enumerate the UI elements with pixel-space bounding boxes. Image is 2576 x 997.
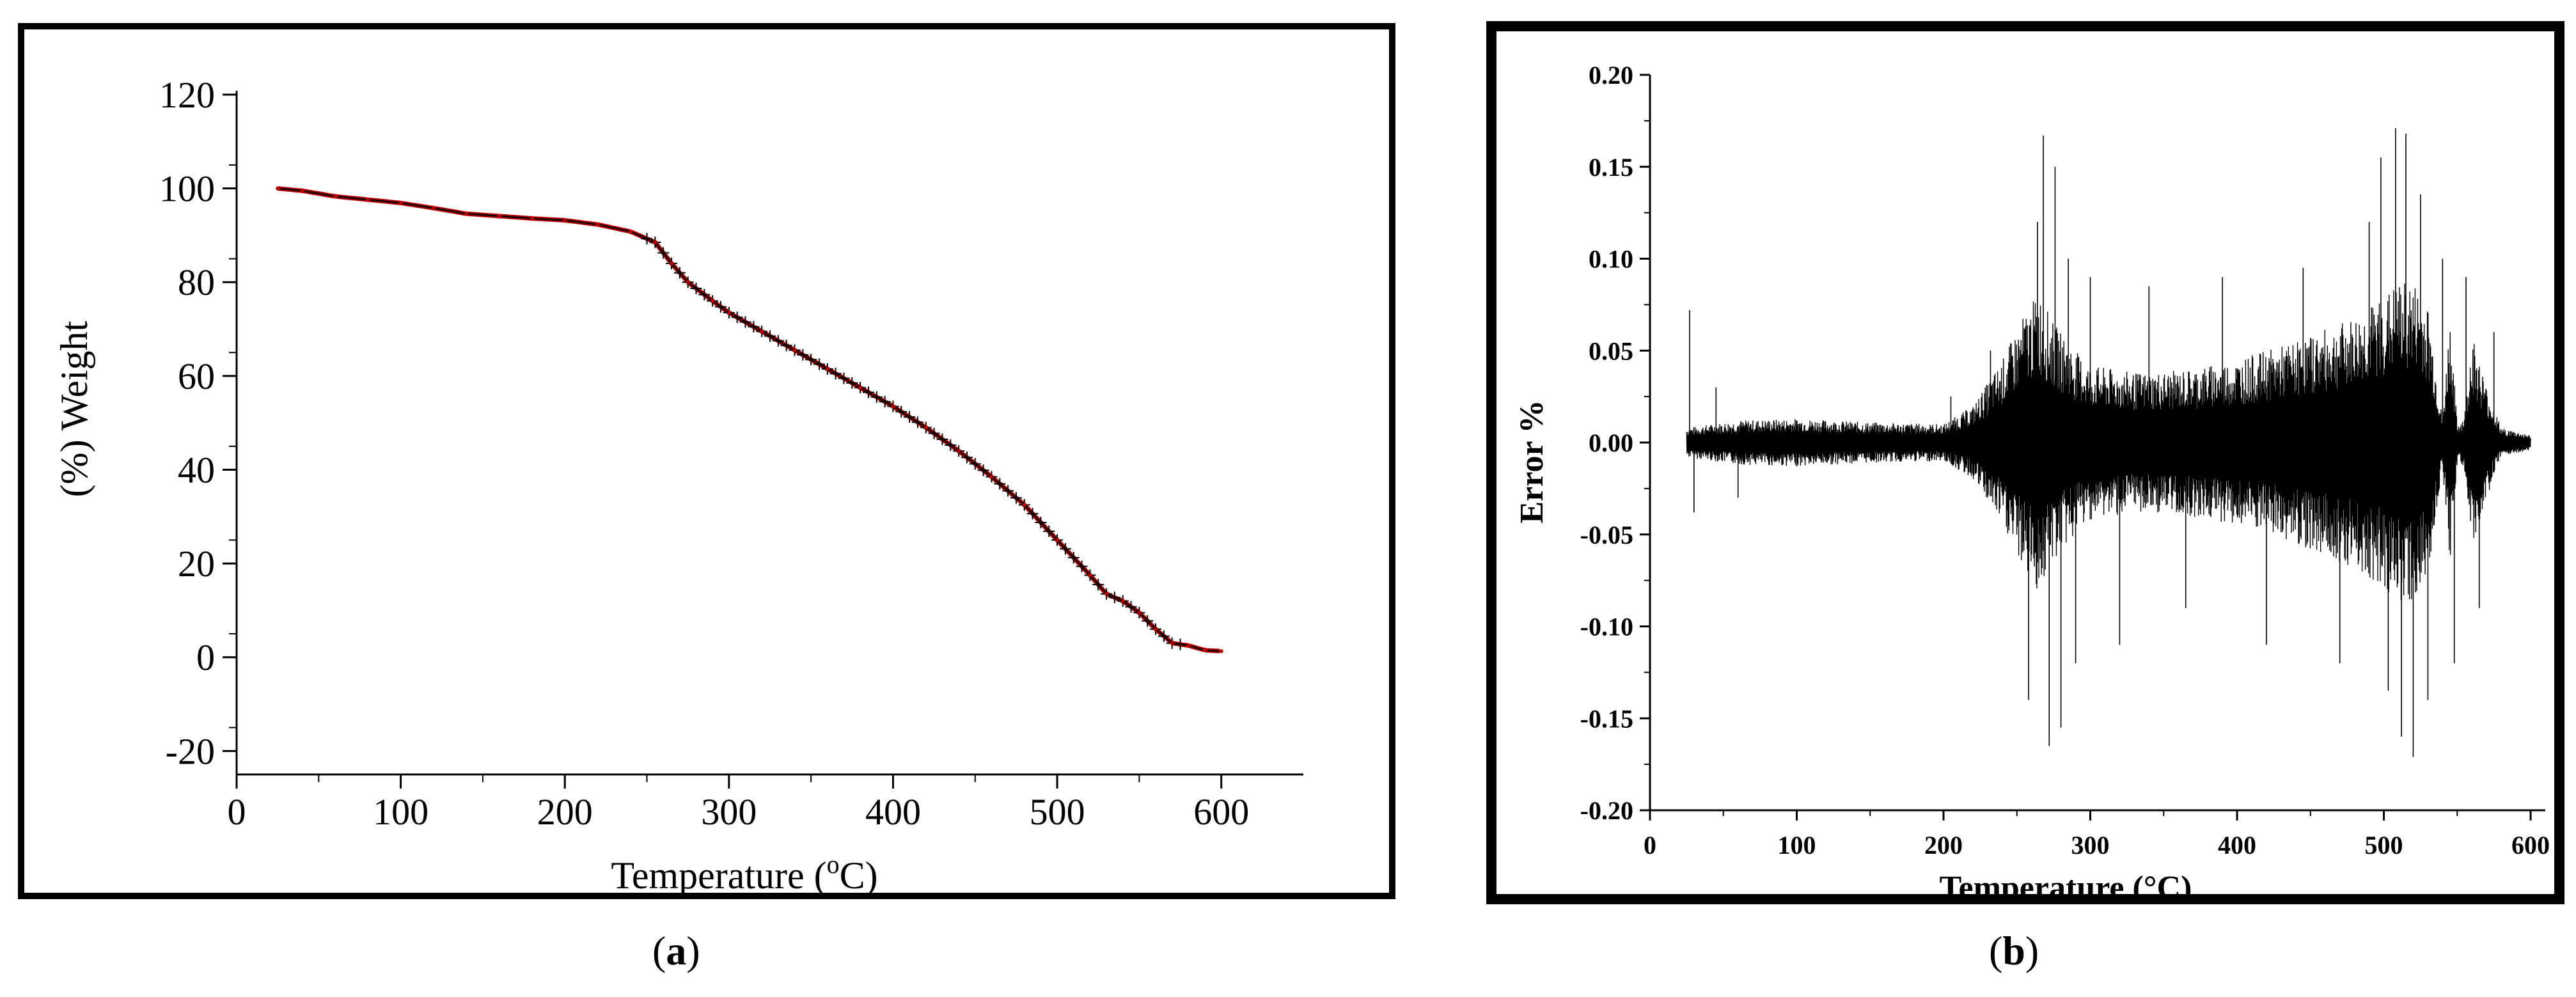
data-point: [686, 280, 690, 285]
y-tick-label: -0.05: [1580, 521, 1633, 549]
y-tick-label: -0.20: [1580, 796, 1633, 825]
x-tick-label: 600: [2511, 831, 2550, 860]
data-point: [670, 261, 674, 265]
fit-curve: [277, 186, 1220, 654]
data-point: [825, 366, 829, 371]
data-point: [726, 310, 731, 315]
x-tick-label: 100: [373, 791, 428, 833]
data-point: [1104, 592, 1109, 596]
x-tick-label: 100: [1778, 831, 1816, 860]
data-point: [464, 212, 469, 216]
data-point: [1022, 503, 1026, 507]
x-tick-label: 600: [1193, 791, 1249, 833]
caption-b: (b): [1989, 928, 2039, 973]
data-point: [989, 475, 994, 479]
x-tick-label: 500: [1030, 791, 1085, 833]
y-tick-label: 0.00: [1589, 428, 1633, 457]
data-point: [1186, 643, 1191, 648]
y-tick-label: 0.20: [1589, 61, 1633, 90]
data-point: [595, 223, 600, 227]
x-tick-label: 300: [2071, 831, 2110, 860]
error-series-line: [1686, 283, 2531, 601]
data-point: [1088, 573, 1092, 577]
caption-a-letter: a: [666, 928, 687, 973]
y-tick-label: 0.15: [1589, 153, 1633, 182]
caption-b-letter: b: [2002, 928, 2025, 973]
y-tick-label: 120: [159, 74, 215, 116]
data-point: [1203, 648, 1207, 652]
y-tick-label: 20: [178, 543, 215, 585]
data-point: [711, 299, 715, 303]
data-point: [760, 329, 764, 334]
y-tick-label: -0.15: [1580, 704, 1633, 733]
data-point: [431, 206, 436, 210]
data-point: [1055, 538, 1060, 542]
x-tick-label: 400: [865, 791, 921, 833]
x-tick-label: 0: [1644, 831, 1656, 860]
x-axis-label: Temperature (oC): [611, 850, 877, 893]
data-point: [1170, 641, 1174, 645]
x-tick-label: 200: [537, 791, 593, 833]
data-point: [1154, 627, 1158, 631]
data-point: [398, 201, 403, 205]
data-point: [1137, 611, 1142, 615]
data-point: [300, 189, 304, 193]
weight-chart: -20 0 20 40 60 80 100 120 0 100 200 300 400 500 600 Tem…: [53, 74, 1303, 893]
y-tick-label: 0.05: [1589, 336, 1633, 365]
y-axis-label: (%) Weight: [53, 320, 95, 497]
y-tick-label: 0.10: [1589, 245, 1633, 274]
data-point: [276, 186, 280, 191]
x-tick-label: 400: [2218, 831, 2256, 860]
y-tick-label: 40: [178, 449, 215, 491]
data-point: [792, 348, 797, 352]
y-axis-label: Error %: [1514, 400, 1550, 523]
weight-series-line: [278, 187, 1220, 652]
y-tick-label: -0.10: [1580, 613, 1633, 641]
y-tick-label: 60: [178, 356, 215, 397]
x-tick-label: 500: [2365, 831, 2403, 860]
data-point: [497, 214, 501, 218]
data-point: [628, 230, 632, 234]
data-point: [530, 216, 534, 221]
chart-panel-a: -20 0 20 40 60 80 100 120 0 100 200 300 400 500 600 Tem…: [18, 23, 1395, 899]
data-point: [891, 404, 895, 409]
x-tick-label: 300: [701, 791, 757, 833]
y-tick-label: 100: [159, 168, 215, 210]
y-tick-label: -20: [166, 730, 215, 772]
x-tick-label: 200: [1924, 831, 1963, 860]
data-point: [333, 194, 337, 199]
data-point: [653, 240, 657, 244]
x-tick-label: 0: [228, 791, 246, 833]
caption-a: (a): [652, 928, 700, 973]
data-point: [858, 386, 863, 390]
y-tick-label: 0: [196, 637, 215, 679]
data-point: [366, 198, 370, 202]
data-point: [923, 425, 928, 430]
chart-panel-b: 0.20 0.15 0.10 0.05 0.00 -0.05 -0.10 -0.15 -0.20…: [1486, 21, 2564, 904]
data-point: [957, 449, 961, 453]
x-axis-label: Temperature (°C): [1940, 870, 2192, 894]
data-point: [1219, 649, 1223, 654]
data-point: [1120, 599, 1125, 603]
data-point: [563, 218, 567, 223]
error-chart: 0.20 0.15 0.10 0.05 0.00 -0.05 -0.10 -0.15 -0.20…: [1514, 61, 2550, 894]
y-tick-label: 80: [178, 262, 215, 303]
